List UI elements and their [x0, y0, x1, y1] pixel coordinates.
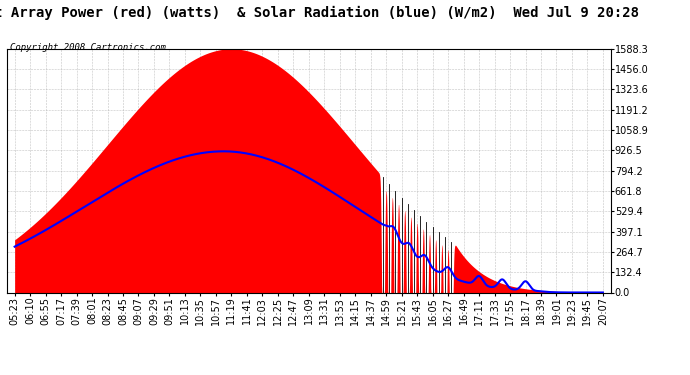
Text: West Array Power (red) (watts)  & Solar Radiation (blue) (W/m2)  Wed Jul 9 20:28: West Array Power (red) (watts) & Solar R… — [0, 6, 639, 20]
Text: Copyright 2008 Cartronics.com: Copyright 2008 Cartronics.com — [10, 43, 166, 52]
